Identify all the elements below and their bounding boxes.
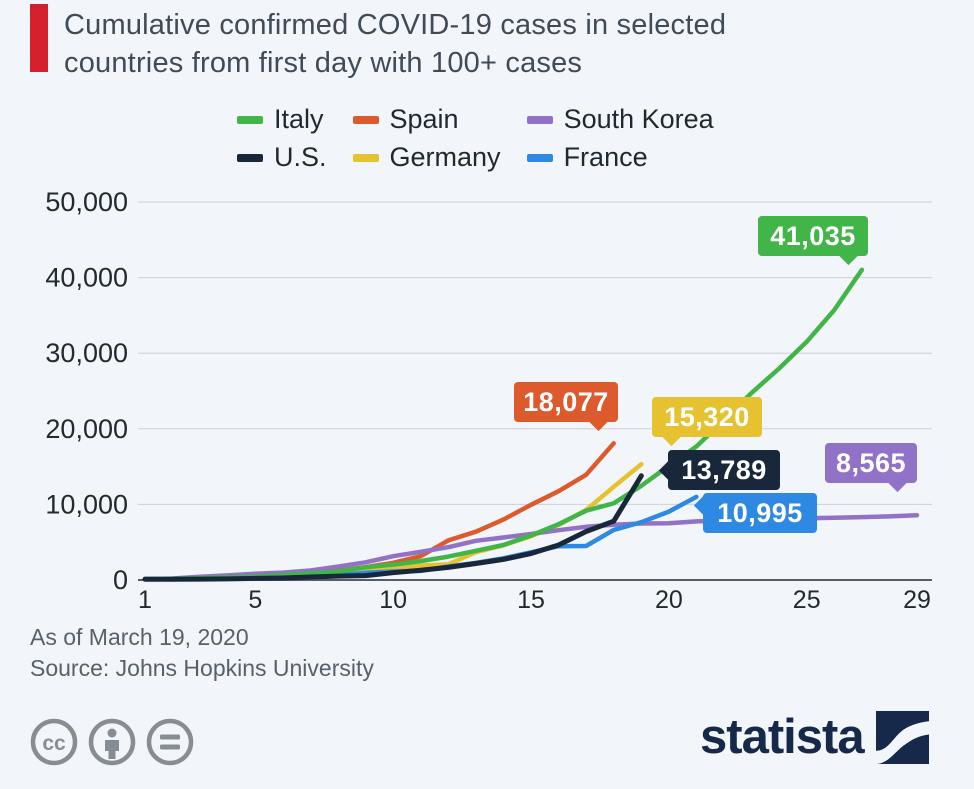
value-label-germany: 15,320	[652, 397, 762, 437]
statista-logo-mark	[875, 710, 929, 764]
legend-label: France	[563, 142, 648, 172]
legend-label: Italy	[274, 104, 324, 134]
legend-item-italy[interactable]: Italy	[237, 104, 327, 135]
cc-license-badges[interactable]: cc	[28, 714, 228, 775]
statista-logo[interactable]: statista	[700, 706, 929, 768]
legend-label: Spain	[389, 104, 459, 134]
legend-swatch	[352, 115, 379, 124]
cc-icon[interactable]: cc	[30, 718, 78, 766]
x-tick-label-20: 20	[655, 586, 683, 614]
legend-swatch	[237, 115, 263, 124]
chart-legend: Italy Spain South Korea U.S. Germany France	[237, 104, 714, 173]
x-tick-label-5: 5	[248, 586, 262, 614]
svg-text:cc: cc	[42, 732, 66, 755]
page-title: Cumulative confirmed COVID-19 cases in s…	[64, 6, 726, 82]
legend-item-u-s-[interactable]: U.S.	[237, 142, 327, 173]
legend-label: Germany	[389, 142, 501, 172]
legend-item-france[interactable]: France	[526, 142, 714, 173]
y-tick-label-20000: 20,000	[45, 414, 128, 444]
no-derivatives-equals-icon[interactable]	[146, 718, 194, 766]
legend-item-spain[interactable]: Spain	[352, 104, 501, 135]
legend-swatch	[352, 153, 379, 162]
value-label-u-s-: 13,789	[668, 450, 780, 490]
x-tick-label-1: 1	[138, 586, 152, 614]
value-label-spain: 18,077	[514, 382, 618, 422]
y-tick-label-10000: 10,000	[45, 489, 128, 519]
y-tick-label-0: 0	[113, 565, 128, 595]
title-line-2: countries from first day with 100+ cases	[64, 47, 583, 79]
x-tick-label-10: 10	[379, 586, 407, 614]
y-tick-label-40000: 40,000	[45, 263, 128, 293]
legend-label: U.S.	[274, 142, 327, 172]
legend-item-germany[interactable]: Germany	[352, 142, 501, 173]
legend-swatch	[526, 115, 553, 124]
legend-swatch	[526, 153, 553, 162]
legend-swatch	[237, 153, 263, 162]
y-tick-label-30000: 30,000	[45, 338, 128, 368]
statista-logo-text: statista	[700, 710, 865, 764]
x-tick-label-29: 29	[903, 586, 931, 614]
series-line-u-s-[interactable]	[142, 473, 644, 582]
x-tick-label-15: 15	[517, 586, 545, 614]
legend-item-south-korea[interactable]: South Korea	[526, 104, 714, 135]
legend-label: South Korea	[563, 104, 714, 134]
title-line-1: Cumulative confirmed COVID-19 cases in s…	[64, 9, 727, 41]
y-tick-label-50000: 50,000	[45, 187, 128, 217]
source-note: Source: Johns Hopkins University	[30, 655, 374, 681]
as-of-note: As of March 19, 2020	[30, 624, 249, 650]
value-label-south-korea: 8,565	[825, 443, 917, 483]
value-label-italy: 41,035	[758, 216, 868, 256]
title-accent-bar	[30, 4, 48, 72]
attribution-person-icon[interactable]	[88, 718, 136, 766]
x-tick-label-25: 25	[793, 586, 821, 614]
value-label-france: 10,995	[703, 493, 817, 533]
